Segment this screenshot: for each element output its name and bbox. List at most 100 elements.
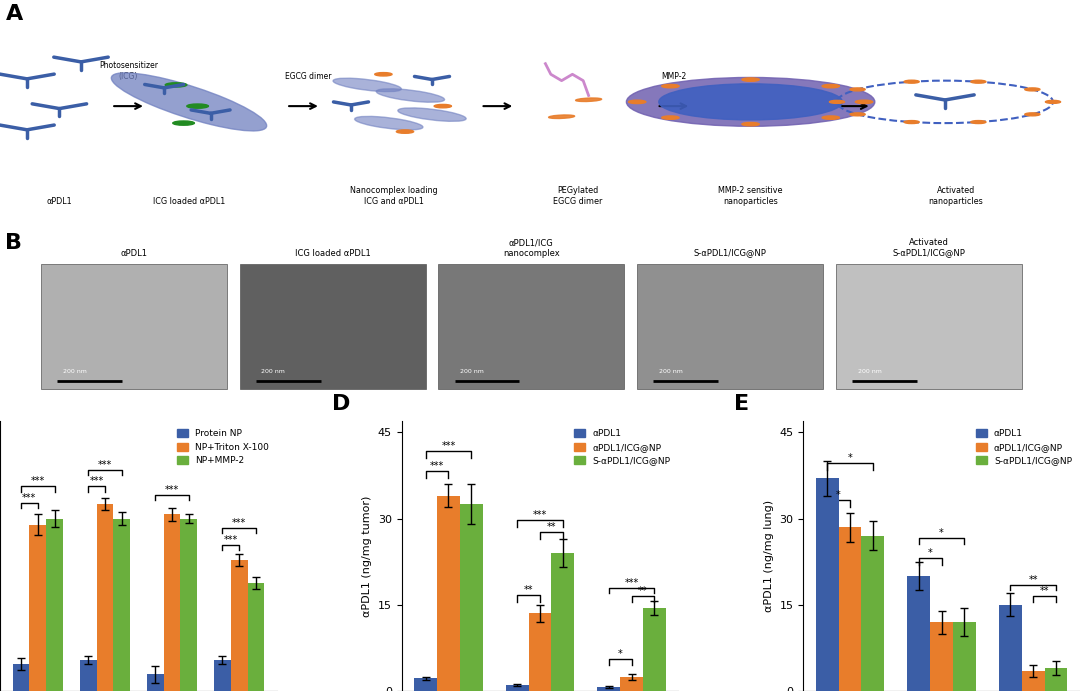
Text: ICG loaded αPDL1: ICG loaded αPDL1 [153, 197, 225, 206]
Legend: αPDL1, αPDL1/ICG@NP, S-αPDL1/ICG@NP: αPDL1, αPDL1/ICG@NP, S-αPDL1/ICG@NP [570, 426, 674, 469]
Ellipse shape [576, 98, 602, 102]
Ellipse shape [354, 116, 423, 130]
Ellipse shape [333, 78, 402, 92]
Text: MMP-2: MMP-2 [661, 72, 687, 81]
Text: αPDL1: αPDL1 [46, 197, 72, 206]
Text: ***: *** [90, 476, 104, 486]
Bar [930, 622, 953, 691]
Bar [862, 536, 885, 691]
Circle shape [904, 80, 919, 83]
Y-axis label: αPDL1 (ng/mg lung): αPDL1 (ng/mg lung) [764, 500, 773, 612]
FancyBboxPatch shape [438, 265, 624, 390]
Text: αPDL1/ICG
nanocomplex: αPDL1/ICG nanocomplex [503, 238, 559, 258]
Circle shape [850, 113, 865, 116]
Text: ***: *** [23, 493, 37, 503]
Circle shape [1045, 100, 1061, 104]
FancyBboxPatch shape [836, 265, 1022, 390]
Bar [164, 514, 180, 691]
Circle shape [659, 84, 842, 120]
Text: ***: *** [624, 578, 638, 587]
Circle shape [165, 83, 187, 87]
Text: S-αPDL1/ICG@NP: S-αPDL1/ICG@NP [693, 249, 767, 258]
Text: ***: *** [430, 462, 444, 471]
Ellipse shape [376, 89, 445, 102]
Bar [1044, 668, 1067, 691]
Text: **: ** [638, 586, 648, 596]
Bar [247, 583, 265, 691]
Text: ***: *** [442, 442, 456, 451]
Y-axis label: αPDL1 (ng/mg tumor): αPDL1 (ng/mg tumor) [362, 495, 373, 616]
Bar [460, 504, 483, 691]
Bar [815, 478, 838, 691]
Text: Nanocomplex loading
ICG and αPDL1: Nanocomplex loading ICG and αPDL1 [350, 187, 438, 206]
Text: B: B [5, 233, 23, 253]
Text: ICG loaded αPDL1: ICG loaded αPDL1 [295, 249, 370, 258]
Bar [643, 607, 666, 691]
Bar [552, 553, 575, 691]
Circle shape [629, 100, 646, 104]
Bar [437, 495, 460, 691]
Text: D: D [333, 394, 351, 414]
Circle shape [855, 100, 873, 104]
Text: E: E [733, 394, 748, 414]
Bar [214, 660, 231, 691]
Text: ***: *** [224, 535, 238, 545]
FancyBboxPatch shape [240, 265, 426, 390]
Circle shape [971, 80, 986, 83]
Bar [147, 674, 164, 691]
Text: A: A [5, 4, 23, 24]
Text: *: * [836, 490, 841, 500]
Text: *: * [928, 548, 932, 558]
Bar [620, 676, 643, 691]
Bar [953, 622, 976, 691]
Text: 200 nm: 200 nm [460, 369, 484, 374]
Text: *: * [940, 527, 944, 538]
Text: ***: *** [98, 460, 112, 470]
Text: *: * [848, 453, 852, 463]
Text: **: ** [1040, 586, 1050, 596]
Bar [999, 605, 1022, 691]
Ellipse shape [549, 115, 575, 118]
Bar [907, 576, 930, 691]
Text: **: ** [1028, 575, 1038, 585]
FancyBboxPatch shape [41, 265, 227, 390]
Text: MMP-2 sensitive
nanoparticles: MMP-2 sensitive nanoparticles [718, 187, 783, 206]
Bar [29, 524, 46, 691]
Text: 200 nm: 200 nm [261, 369, 285, 374]
Bar [505, 685, 528, 691]
Circle shape [1025, 113, 1040, 116]
Circle shape [662, 116, 679, 120]
Circle shape [822, 116, 839, 120]
Ellipse shape [111, 73, 267, 131]
Text: 200 nm: 200 nm [659, 369, 683, 374]
Ellipse shape [397, 108, 467, 122]
Bar [46, 518, 63, 691]
Circle shape [904, 120, 919, 124]
Circle shape [434, 104, 451, 108]
Bar [80, 660, 96, 691]
Circle shape [662, 84, 679, 88]
Text: 200 nm: 200 nm [858, 369, 881, 374]
Bar [528, 614, 552, 691]
Bar [597, 687, 620, 691]
Legend: Protein NP, NP+Triton X-100, NP+MMP-2: Protein NP, NP+Triton X-100, NP+MMP-2 [173, 426, 272, 469]
Bar [96, 504, 113, 691]
Text: EGCG dimer: EGCG dimer [284, 72, 332, 81]
Bar [1022, 671, 1044, 691]
Text: **: ** [524, 585, 534, 595]
Legend: αPDL1, αPDL1/ICG@NP, S-αPDL1/ICG@NP: αPDL1, αPDL1/ICG@NP, S-αPDL1/ICG@NP [972, 426, 1076, 469]
Text: ***: *** [165, 484, 179, 495]
Circle shape [829, 100, 845, 104]
Circle shape [1025, 88, 1040, 91]
Text: **: ** [546, 522, 556, 532]
Circle shape [396, 130, 414, 133]
Bar [231, 560, 247, 691]
Bar [113, 518, 130, 691]
Text: *: * [618, 650, 622, 659]
Text: Activated
nanoparticles: Activated nanoparticles [929, 187, 983, 206]
Text: ***: *** [232, 518, 246, 528]
Text: PEGylated
EGCG dimer: PEGylated EGCG dimer [553, 187, 603, 206]
Bar [414, 679, 437, 691]
Circle shape [971, 120, 986, 124]
Circle shape [187, 104, 208, 108]
